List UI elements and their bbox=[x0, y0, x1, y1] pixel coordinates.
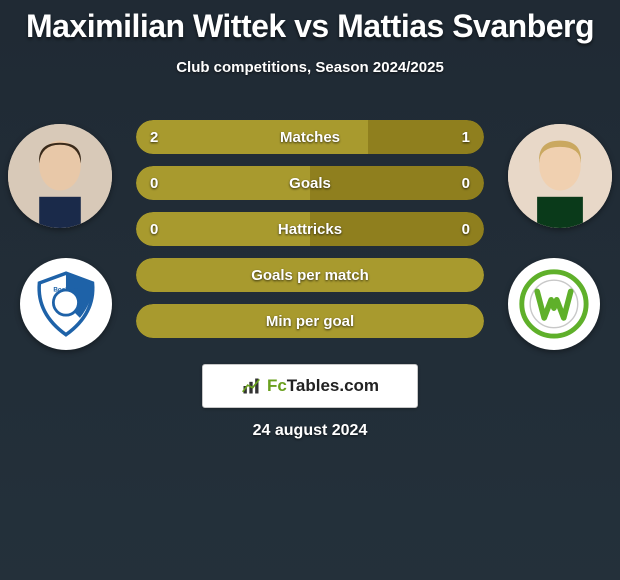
brand-suffix: Tables.com bbox=[287, 376, 379, 395]
bar-chart-icon bbox=[241, 376, 261, 396]
person-icon bbox=[8, 124, 112, 228]
circle-w-icon bbox=[519, 269, 589, 339]
brand-text: FcTables.com bbox=[267, 376, 379, 396]
bar-fill-left bbox=[136, 212, 310, 246]
bar-fill-right bbox=[310, 166, 484, 200]
stat-row: Goals00 bbox=[136, 166, 484, 200]
stat-row: Goals per match bbox=[136, 258, 484, 292]
person-icon bbox=[508, 124, 612, 228]
player2-avatar bbox=[508, 124, 612, 228]
stats-bars: Matches21 Goals00 Hattricks00 Goals per mat… bbox=[136, 120, 484, 350]
player1-avatar bbox=[8, 124, 112, 228]
date-label: 24 august 2024 bbox=[0, 422, 620, 440]
content-root: Maximilian Wittek vs Mattias Svanberg Cl… bbox=[0, 0, 620, 76]
page-subtitle: Club competitions, Season 2024/2025 bbox=[0, 59, 620, 76]
stat-row: Hattricks00 bbox=[136, 212, 484, 246]
bar-fill bbox=[136, 304, 484, 338]
shield-icon: Bochum bbox=[31, 269, 101, 339]
stat-row: Matches21 bbox=[136, 120, 484, 154]
page-title: Maximilian Wittek vs Mattias Svanberg bbox=[0, 0, 620, 45]
bar-fill bbox=[136, 258, 484, 292]
bar-fill-left bbox=[136, 120, 368, 154]
bar-fill-right bbox=[310, 212, 484, 246]
bar-fill-right bbox=[368, 120, 484, 154]
stat-row: Min per goal bbox=[136, 304, 484, 338]
brand-prefix: Fc bbox=[267, 376, 287, 395]
bar-fill-left bbox=[136, 166, 310, 200]
player2-club-badge bbox=[508, 258, 600, 350]
player1-club-badge: Bochum bbox=[20, 258, 112, 350]
svg-text:Bochum: Bochum bbox=[53, 286, 79, 293]
brand-box: FcTables.com bbox=[202, 364, 418, 408]
